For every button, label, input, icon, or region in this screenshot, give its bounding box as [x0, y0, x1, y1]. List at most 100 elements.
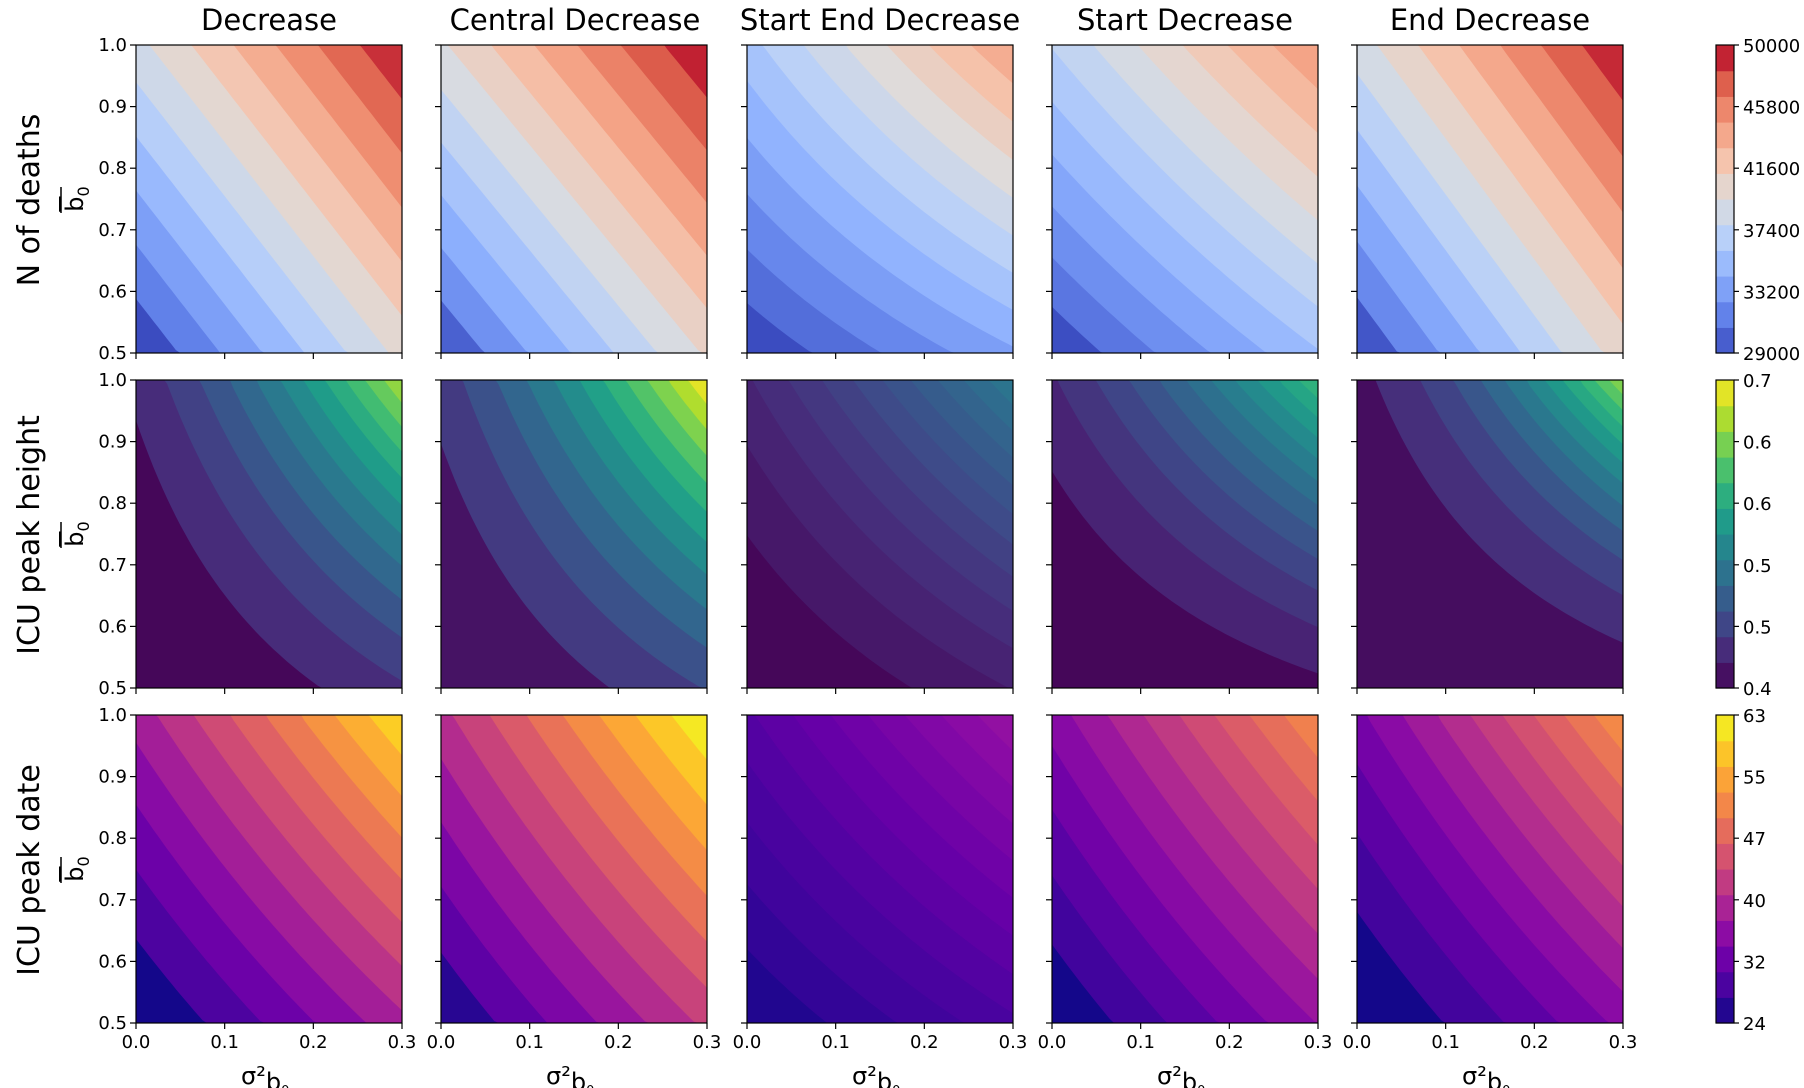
contour-panel-0-2 — [747, 45, 1013, 353]
contour-band — [383, 380, 402, 404]
y-tick-label: 0.6 — [98, 616, 127, 637]
colorbar-segment — [1716, 482, 1734, 509]
colorbar-segment — [1716, 70, 1734, 97]
colorbar-tick-label: 0.5 — [1743, 617, 1772, 638]
colorbar-segment — [1716, 380, 1734, 407]
x-tick-label: 0.3 — [999, 1032, 1028, 1053]
contour-band — [634, 715, 707, 805]
colorbar-frame — [1715, 714, 1735, 1024]
x-tick-label: 0.0 — [1038, 1032, 1067, 1053]
contour-panel-1-2 — [747, 380, 1013, 688]
y-axis-label: b0 — [61, 186, 93, 211]
x-tick-label: 0.3 — [388, 1032, 417, 1053]
col-title-central-decrease: Central Decrease — [450, 3, 701, 37]
y-tick-label: 0.6 — [98, 951, 127, 972]
contour-band — [359, 45, 402, 100]
y-tick-label: 0.9 — [98, 97, 127, 118]
x-tick-label: 0.2 — [910, 1032, 939, 1053]
colorbar-tick-label: 29000 — [1743, 344, 1800, 365]
colorbar-segment — [1716, 662, 1734, 689]
colorbar-tick-label: 40 — [1743, 891, 1766, 912]
y-tick-label: 0.8 — [98, 158, 127, 179]
contour-band — [988, 380, 1013, 406]
axes-frame — [1356, 714, 1624, 1024]
contour-band — [364, 380, 402, 427]
contour-panel-2-4 — [1357, 715, 1623, 1023]
axes-frame — [440, 714, 708, 1024]
row-title-icu-date: ICU peak date — [12, 764, 47, 976]
y-tick-label: 0.9 — [98, 767, 127, 788]
colorbar-segment — [1716, 147, 1734, 174]
colorbar-tick-label: 0.6 — [1743, 494, 1772, 515]
colorbar-segment — [1716, 971, 1734, 998]
colorbar-tick-label: 0.4 — [1743, 679, 1772, 700]
y-tick-label: 1.0 — [98, 705, 127, 726]
contour-band — [687, 380, 707, 405]
colorbar-segment — [1716, 997, 1734, 1024]
col-title-start-end-decrease: Start End Decrease — [740, 3, 1020, 37]
colorbar-segment — [1716, 173, 1734, 200]
contour-band — [970, 45, 1013, 84]
contour-panel-2-0 — [136, 715, 402, 1023]
x-tick-label: 0.1 — [1126, 1032, 1155, 1053]
colorbar-segment — [1716, 96, 1734, 123]
x-tick-label: 0.0 — [1343, 1032, 1372, 1053]
axes-frame — [1051, 714, 1319, 1024]
y-tick-label: 0.5 — [98, 678, 127, 699]
y-tick-label: 0.7 — [98, 555, 127, 576]
axes-frame — [135, 714, 403, 1024]
axes-frame — [746, 714, 1014, 1024]
colorbar-segment — [1716, 45, 1734, 72]
y-tick-label: 0.9 — [98, 432, 127, 453]
x-tick-label: 0.2 — [299, 1032, 328, 1053]
axes-frame — [746, 379, 1014, 689]
x-tick-label: 0.1 — [1431, 1032, 1460, 1053]
contour-panel-2-2 — [747, 715, 1013, 1023]
contour-panel-1-0 — [136, 380, 402, 688]
contour-panel-0-1 — [441, 45, 707, 353]
colorbar-tick-label: 63 — [1743, 706, 1766, 727]
x-tick-label: 0.0 — [427, 1032, 456, 1053]
contour-band — [1593, 715, 1623, 752]
colorbar-segment — [1716, 920, 1734, 947]
colorbar-segment — [1716, 585, 1734, 612]
colorbar-0: 50000 45800 41600 37400 33200 29000 — [1715, 36, 1800, 365]
colorbar-tick-label: 55 — [1743, 768, 1766, 789]
x-tick-label: 0.3 — [693, 1032, 722, 1053]
colorbar-segment — [1716, 843, 1734, 870]
row-title-icu-height: ICU peak height — [12, 415, 47, 655]
colorbar-1: 0.7 0.6 0.6 0.5 0.5 0.4 — [1715, 371, 1772, 700]
x-tick-label: 0.2 — [604, 1032, 633, 1053]
colorbar-segment — [1716, 405, 1734, 432]
axes-frame — [440, 44, 708, 354]
colorbar-tick-label: 32 — [1743, 952, 1766, 973]
contour-band — [620, 45, 707, 151]
contour-band — [664, 45, 707, 98]
y-tick-label: 0.5 — [98, 343, 127, 364]
colorbar-tick-label: 0.6 — [1743, 433, 1772, 454]
x-tick-label: 0.1 — [515, 1032, 544, 1053]
colorbar-frame — [1715, 44, 1735, 354]
contour-panel-1-1 — [441, 380, 707, 688]
contour-band — [976, 715, 1013, 751]
contour-panel-0-0 — [136, 45, 402, 353]
axes-frame — [1051, 44, 1319, 354]
colorbar-segment — [1716, 559, 1734, 586]
x-tick-label: 0.1 — [821, 1032, 850, 1053]
contour-panel-0-4 — [1357, 45, 1623, 353]
colorbar-tick-label: 47 — [1743, 829, 1766, 850]
colorbar-2: 63 55 47 40 32 24 — [1715, 706, 1766, 1035]
contour-band — [1581, 45, 1623, 101]
colorbar-segment — [1716, 122, 1734, 149]
y-axis-label: b0 — [61, 856, 93, 881]
y-tick-label: 0.8 — [98, 493, 127, 514]
colorbar-segment — [1716, 869, 1734, 896]
colorbar-segment — [1716, 792, 1734, 819]
colorbar-segment — [1716, 327, 1734, 354]
colorbar-segment — [1716, 715, 1734, 742]
row-title-deaths: N of deaths — [12, 114, 47, 287]
col-title-start-decrease: Start Decrease — [1077, 3, 1293, 37]
col-title-end-decrease: End Decrease — [1390, 3, 1590, 37]
colorbar-segment — [1716, 301, 1734, 328]
axes-frame — [1356, 379, 1624, 689]
